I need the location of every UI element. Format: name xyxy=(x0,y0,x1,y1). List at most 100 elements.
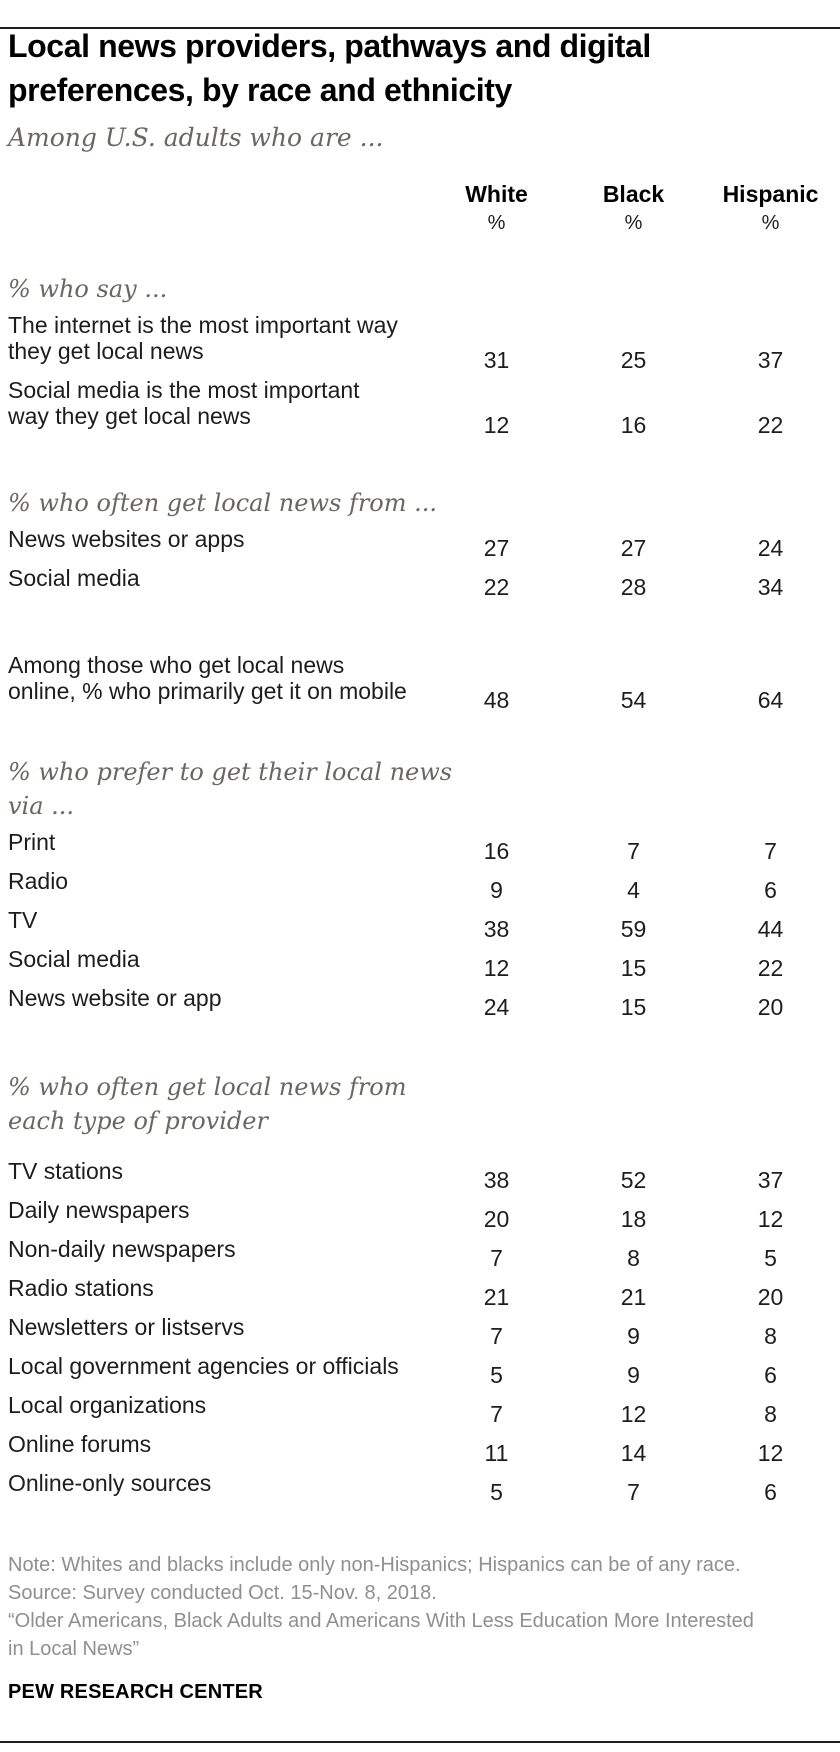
column-header-spacer xyxy=(8,180,428,208)
row-label: Social media xyxy=(8,565,140,591)
value-cell-white: 11 xyxy=(484,1440,509,1466)
column-header-row: White Black Hispanic xyxy=(8,180,839,208)
value-cell-black: 16 xyxy=(620,412,647,438)
unit-row-spacer xyxy=(8,210,428,236)
table-row: Radio stations 21 21 20 xyxy=(8,1269,839,1310)
section-header: % who often get local news from ... xyxy=(8,489,438,517)
value-cell-hispanic: 22 xyxy=(757,412,784,438)
row-label: Non-daily newspapers xyxy=(8,1236,236,1262)
row-label: Social media xyxy=(8,946,140,972)
value-cell-black: 18 xyxy=(620,1206,647,1232)
row-label: Print xyxy=(8,829,56,855)
chart-subtitle: Among U.S. adults who are ... xyxy=(8,123,384,152)
section-gap xyxy=(0,1138,839,1152)
value-cell-hispanic: 24 xyxy=(757,535,784,561)
unit-percent-hispanic: % xyxy=(761,212,780,234)
value-cell-hispanic: 6 xyxy=(764,1479,777,1505)
value-cell-white: 7 xyxy=(490,1323,503,1349)
value-cell-black: 54 xyxy=(620,687,647,713)
value-cell-white: 12 xyxy=(483,955,510,981)
value-cell-white: 38 xyxy=(483,916,510,942)
value-cell-white: 22 xyxy=(483,574,510,600)
value-cell-hispanic: 34 xyxy=(757,574,784,600)
row-label: News websites or apps xyxy=(8,526,245,552)
report-title-text: “Older Americans, Black Adults and Ameri… xyxy=(8,1610,754,1660)
value-cell-hispanic: 20 xyxy=(757,1284,784,1310)
row-label: Local government agencies or officials xyxy=(8,1353,399,1379)
value-cell-white: 20 xyxy=(483,1206,510,1232)
value-cell-white: 31 xyxy=(483,347,510,373)
section-header: % who often get local news from each typ… xyxy=(8,1073,407,1135)
value-cell-hispanic: 6 xyxy=(764,877,777,903)
value-cell-white: 7 xyxy=(490,1401,503,1427)
section-header: % who say ... xyxy=(8,275,168,303)
value-cell-white: 12 xyxy=(483,412,510,438)
value-cell-black: 12 xyxy=(620,1401,647,1427)
table-body: % who say ... The internet is the most im… xyxy=(0,272,839,1505)
bottom-border-rule xyxy=(0,1741,840,1743)
section-header: % who prefer to get their local news via… xyxy=(8,758,453,820)
row-label: Online-only sources xyxy=(8,1470,212,1496)
value-cell-hispanic: 8 xyxy=(764,1323,777,1349)
value-cell-hispanic: 5 xyxy=(764,1245,777,1271)
value-cell-black: 14 xyxy=(620,1440,647,1466)
value-cell-white: 27 xyxy=(483,535,510,561)
row-label: News website or app xyxy=(8,985,222,1011)
value-cell-white: 7 xyxy=(490,1245,503,1271)
column-header-white: White xyxy=(465,181,528,207)
pew-research-center-wordmark: PEW RESEARCH CENTER xyxy=(8,1681,263,1703)
table-row: Daily newspapers 20 18 12 xyxy=(8,1191,839,1232)
table-row: Social media 12 15 22 xyxy=(8,940,839,981)
value-cell-black: 25 xyxy=(620,347,647,373)
value-cell-hispanic: 37 xyxy=(757,1167,784,1193)
value-cell-white: 16 xyxy=(483,838,510,864)
value-cell-hispanic: 64 xyxy=(757,687,784,713)
row-label: The internet is the most important way t… xyxy=(8,312,398,364)
value-cell-black: 15 xyxy=(620,955,647,981)
table-row: TV 38 59 44 xyxy=(8,901,839,942)
table-row: Local organizations 7 12 8 xyxy=(8,1386,839,1427)
value-cell-white: 38 xyxy=(483,1167,510,1193)
page-title: Local news providers, pathways and digit… xyxy=(8,28,651,108)
row-label: Newsletters or listservs xyxy=(8,1314,245,1340)
value-cell-hispanic: 37 xyxy=(757,347,784,373)
value-cell-black: 7 xyxy=(627,1479,640,1505)
data-table: White Black Hispanic % % % % who say ...… xyxy=(0,180,839,1505)
table-row: TV stations 38 52 37 xyxy=(8,1152,839,1193)
row-label: Radio stations xyxy=(8,1275,154,1301)
value-cell-white: 5 xyxy=(490,1479,503,1505)
value-cell-black: 9 xyxy=(627,1323,640,1349)
value-cell-hispanic: 7 xyxy=(764,838,777,864)
row-label: TV stations xyxy=(8,1158,124,1184)
value-cell-black: 59 xyxy=(620,916,647,942)
unit-row: % % % xyxy=(8,210,839,236)
value-cell-black: 21 xyxy=(620,1284,647,1310)
value-cell-black: 7 xyxy=(627,838,640,864)
table-row: Online-only sources 5 7 6 xyxy=(8,1464,839,1505)
row-label: Daily newspapers xyxy=(8,1197,190,1223)
row-label: Local organizations xyxy=(8,1392,207,1418)
unit-percent-black: % xyxy=(624,212,643,234)
footnotes: Note: Whites and blacks include only non… xyxy=(8,1551,804,1663)
value-cell-hispanic: 12 xyxy=(757,1440,784,1466)
column-header-hispanic: Hispanic xyxy=(722,181,819,207)
value-cell-hispanic: 22 xyxy=(757,955,784,981)
column-header-black: Black xyxy=(602,181,665,207)
value-cell-white: 24 xyxy=(483,994,510,1020)
row-label: TV xyxy=(8,907,38,933)
table-row: Newsletters or listservs 7 9 8 xyxy=(8,1308,839,1349)
note-text: Note: Whites and blacks include only non… xyxy=(8,1554,741,1576)
table-row: Local government agencies or officials 5 9… xyxy=(8,1347,839,1388)
table-row: Online forums 11 14 12 xyxy=(8,1425,839,1466)
table-row: Radio 9 4 6 xyxy=(8,862,839,903)
value-cell-hispanic: 8 xyxy=(764,1401,777,1427)
top-border-rule xyxy=(0,27,840,29)
value-cell-black: 27 xyxy=(620,535,647,561)
table-row: Print 16 7 7 xyxy=(8,823,839,864)
table-row: Social media 22 28 34 xyxy=(8,559,839,600)
source-text: Source: Survey conducted Oct. 15-Nov. 8,… xyxy=(8,1582,437,1604)
value-cell-hispanic: 6 xyxy=(764,1362,777,1388)
table-row: Non-daily newspapers 7 8 5 xyxy=(8,1230,839,1271)
value-cell-hispanic: 12 xyxy=(757,1206,784,1232)
value-cell-white: 9 xyxy=(490,877,503,903)
